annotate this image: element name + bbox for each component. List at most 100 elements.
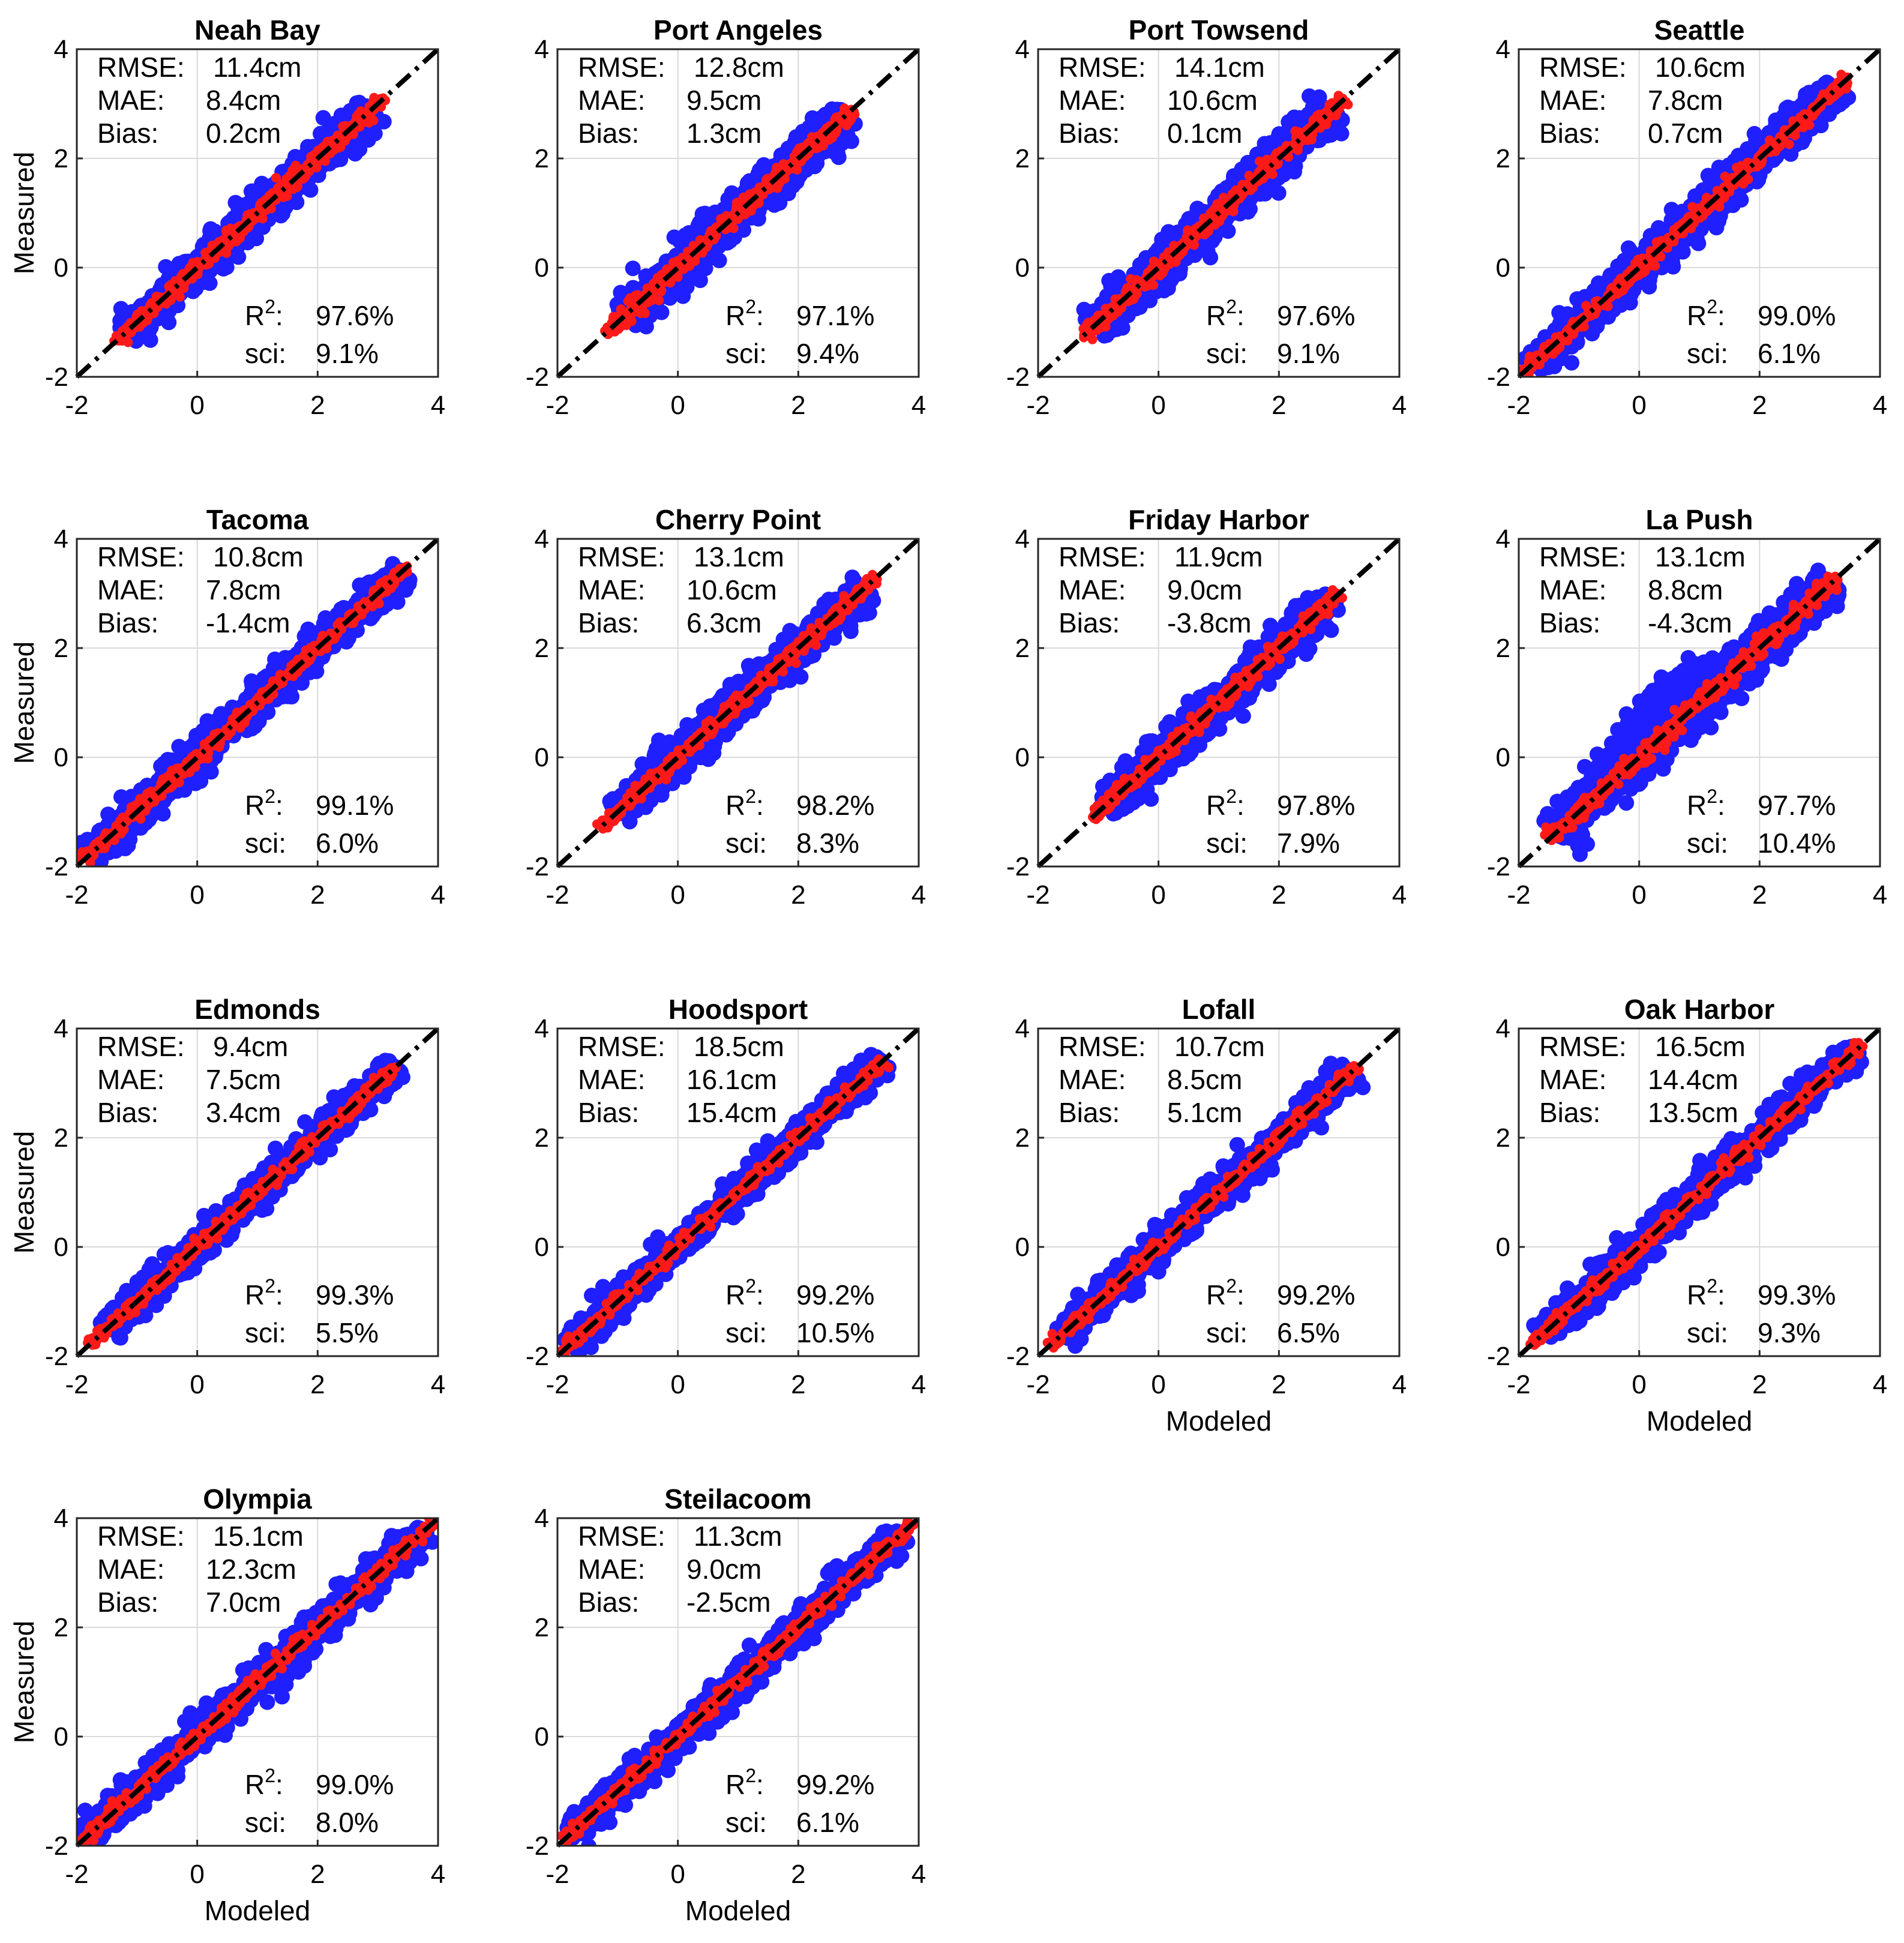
- bias-value: 0.7cm: [1648, 118, 1723, 149]
- x-tick-label: -2: [1507, 1370, 1530, 1399]
- x-tick-label: 4: [1873, 391, 1887, 420]
- axes-frame: [556, 48, 920, 378]
- y-tick-label: -2: [526, 1342, 549, 1371]
- y-tick-label: 2: [54, 1613, 68, 1642]
- r2-value: 97.8%: [1277, 790, 1355, 821]
- x-tick-label: -2: [65, 1860, 88, 1889]
- mae-value: 10.6cm: [686, 574, 777, 605]
- mae-value: 12.3cm: [206, 1554, 296, 1585]
- rmse-value: 12.8cm: [694, 52, 784, 83]
- mae-label: MAE:: [97, 574, 164, 605]
- x-tick-label: 0: [1632, 880, 1646, 910]
- sci-label: sci:: [1687, 827, 1728, 859]
- axes-frame: [1037, 538, 1401, 868]
- mae-value: 14.4cm: [1648, 1064, 1738, 1095]
- bias-value: 0.2cm: [206, 118, 281, 149]
- sci-value: 5.5%: [316, 1317, 379, 1348]
- y-tick-label: -2: [45, 852, 68, 881]
- x-tick-label: 4: [1392, 880, 1407, 910]
- panel-title: La Push: [1646, 504, 1753, 535]
- x-tick-label: -2: [65, 391, 88, 420]
- axes-frame: [556, 538, 920, 868]
- bias-value: 15.4cm: [686, 1097, 777, 1128]
- y-axis-label: Measured: [8, 641, 40, 764]
- sci-label: sci:: [245, 338, 286, 369]
- sci-label: sci:: [1687, 1317, 1728, 1348]
- x-tick-label: 0: [1151, 391, 1165, 420]
- y-tick-label: 4: [1015, 524, 1030, 554]
- rmse-value: 10.8cm: [213, 541, 304, 572]
- panel-title: Seattle: [1654, 14, 1745, 46]
- rmse-value: 11.3cm: [694, 1521, 782, 1552]
- x-tick-label: 0: [670, 1370, 685, 1399]
- y-tick-label: 0: [54, 253, 68, 283]
- y-tick-label: 4: [1015, 35, 1030, 64]
- panel-title: Oak Harbor: [1624, 994, 1775, 1025]
- y-tick-label: -2: [1487, 1342, 1510, 1371]
- identity-line: [75, 537, 440, 868]
- y-tick-label: 4: [1496, 1014, 1510, 1044]
- x-tick-label: 4: [431, 1860, 445, 1889]
- panel-title: Port Angeles: [653, 14, 823, 46]
- identity-line: [75, 47, 440, 379]
- sci-value: 6.0%: [316, 827, 379, 859]
- bias-label: Bias:: [1539, 118, 1600, 149]
- sci-value: 6.5%: [1277, 1317, 1340, 1348]
- identity-line: [556, 47, 920, 379]
- point-clouds: [592, 569, 882, 834]
- sci-value: 6.1%: [796, 1807, 859, 1838]
- x-axis-label: Modeled: [1647, 1405, 1752, 1437]
- scatter-panel-friday-harbor: -2-2 0 0 2 2 4 4 Friday Harbor RMSE: 11.9cm MAE: 9.…: [1006, 504, 1407, 910]
- r2-label: R2:: [725, 1275, 764, 1311]
- r2-label: R2:: [245, 785, 283, 821]
- mae-label: MAE:: [97, 1064, 164, 1095]
- sci-label: sci:: [245, 1317, 286, 1348]
- identity-line: [1517, 47, 1882, 379]
- x-tick-label: -2: [545, 1370, 569, 1399]
- bias-label: Bias:: [1059, 118, 1120, 149]
- panel-title: Friday Harbor: [1128, 504, 1309, 535]
- x-tick-label: 0: [190, 880, 204, 910]
- rmse-value: 11.9cm: [1174, 541, 1263, 572]
- mae-value: 10.6cm: [1167, 85, 1258, 116]
- y-tick-label: 2: [535, 1613, 549, 1642]
- panel-title: Tacoma: [206, 504, 309, 535]
- x-tick-label: 2: [1272, 1370, 1286, 1399]
- panel-title: Olympia: [203, 1483, 312, 1515]
- scatter-panel-oak-harbor: -2-2 0 0 2 2 4 4 Oak Harbor RMSE: 16.5cm MAE: 14.4c…: [1487, 994, 1887, 1437]
- bias-value: 5.1cm: [1167, 1097, 1242, 1128]
- rmse-label: RMSE:: [97, 541, 185, 572]
- x-tick-label: 0: [1632, 1370, 1646, 1399]
- bias-label: Bias:: [1059, 1097, 1120, 1128]
- rmse-value: 10.7cm: [1174, 1031, 1265, 1062]
- sci-label: sci:: [725, 827, 767, 859]
- axes-frame: [556, 1027, 920, 1357]
- y-tick-label: 2: [535, 1123, 549, 1153]
- bias-label: Bias:: [97, 1587, 158, 1618]
- bias-label: Bias:: [97, 118, 158, 149]
- rmse-label: RMSE:: [578, 541, 665, 572]
- bias-value: 1.3cm: [686, 118, 761, 149]
- sci-value: 10.5%: [796, 1317, 874, 1348]
- y-tick-label: 4: [535, 1014, 549, 1044]
- r2-label: R2:: [1206, 296, 1245, 331]
- axes-frame: [76, 48, 439, 378]
- mae-label: MAE:: [578, 85, 645, 116]
- mae-value: 9.0cm: [1167, 574, 1242, 605]
- y-tick-label: 0: [1015, 1233, 1030, 1262]
- r2-value: 99.2%: [796, 1279, 874, 1311]
- y-tick-label: 0: [1015, 743, 1030, 772]
- x-tick-label: 4: [911, 880, 926, 910]
- panel-title: Steilacoom: [664, 1483, 811, 1515]
- bias-value: 6.3cm: [686, 607, 761, 638]
- sci-value: 9.1%: [316, 338, 379, 369]
- bias-value: -2.5cm: [686, 1587, 771, 1618]
- axes-frame: [1037, 1027, 1401, 1357]
- sci-value: 10.4%: [1758, 827, 1836, 859]
- r2-value: 97.7%: [1758, 790, 1836, 821]
- sci-label: sci:: [1206, 1317, 1248, 1348]
- scatter-panel-olympia: -2-2 0 0 2 2 4 4 Olympia RMSE: 15.1cm MAE: 12.3cm Bi…: [8, 1483, 445, 1926]
- y-tick-label: 4: [54, 1504, 68, 1533]
- identity-line: [556, 1516, 920, 1848]
